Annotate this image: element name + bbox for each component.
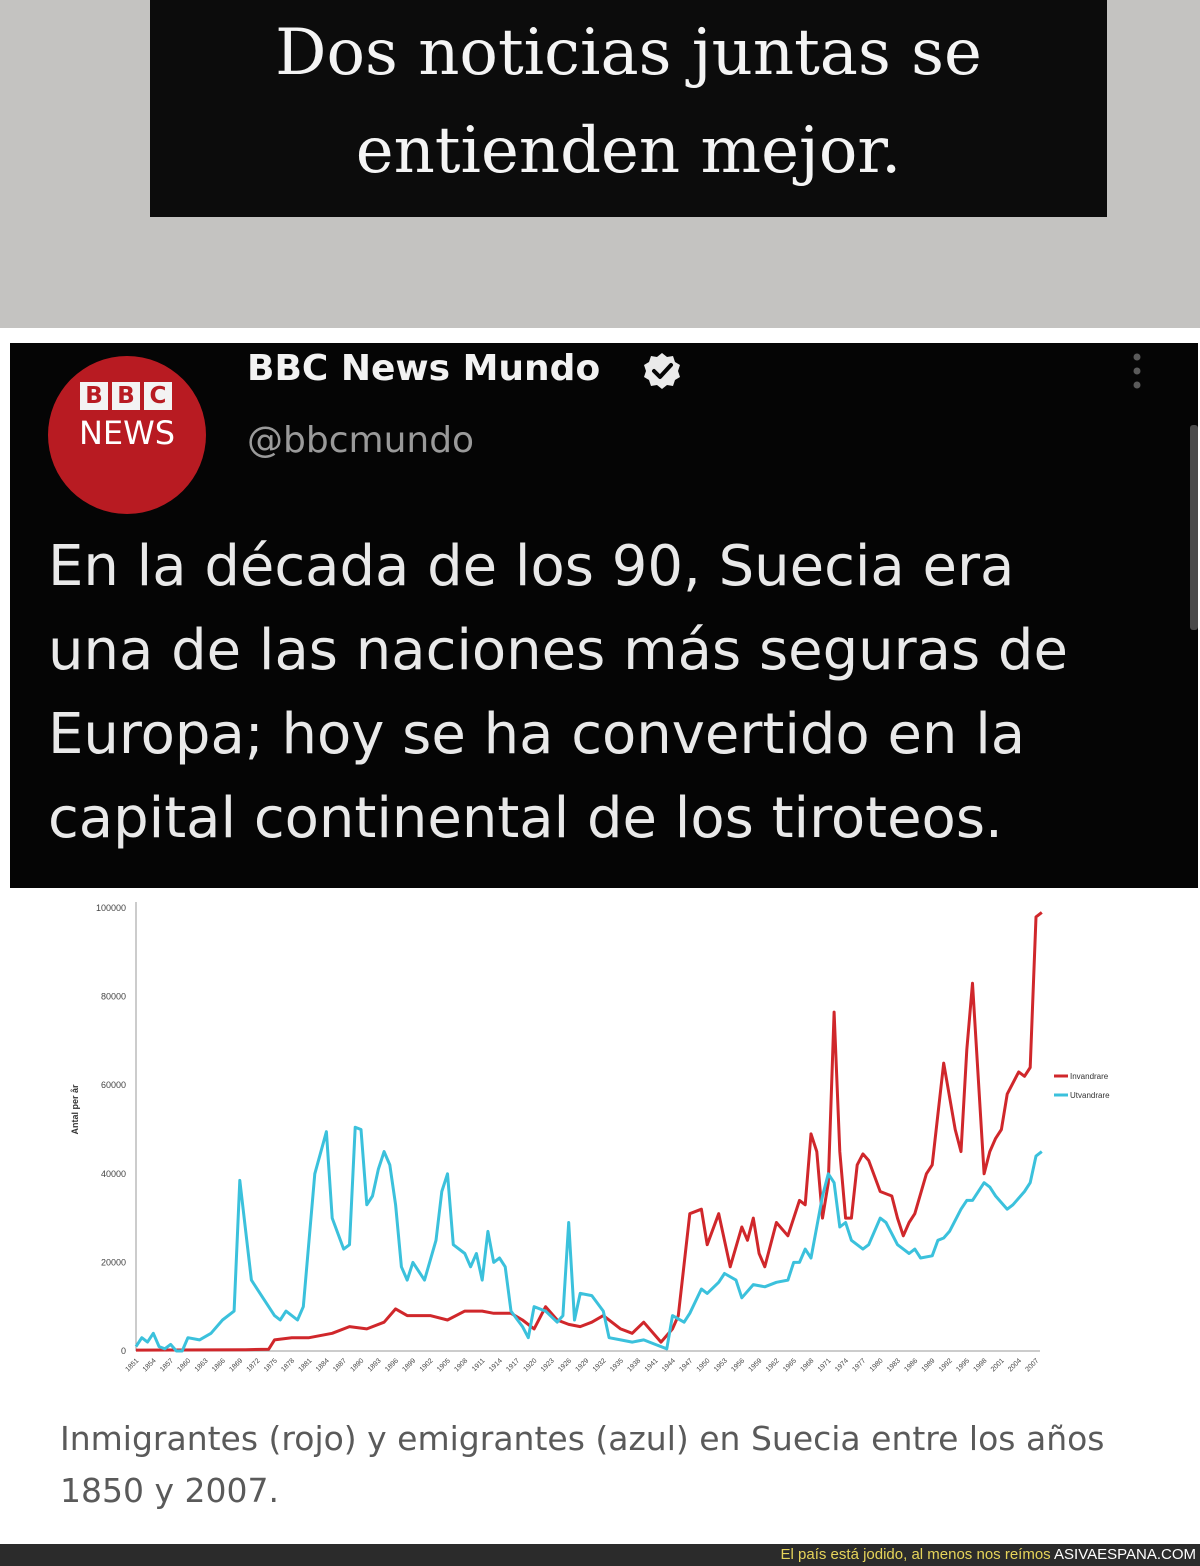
x-tick-label: 2001	[990, 1357, 1006, 1373]
tweet-text-line: En la década de los 90, Suecia era	[48, 534, 1015, 599]
bbc-logo-blocks: B B C	[80, 382, 172, 410]
x-tick-label: 2007	[1024, 1357, 1040, 1373]
header-band: Dos noticias juntas se entienden mejor.	[0, 0, 1200, 328]
x-tick-label: 1977	[851, 1357, 867, 1373]
avatar[interactable]: B B C NEWS	[48, 356, 206, 514]
x-tick-label: 1947	[678, 1357, 694, 1373]
y-tick-label: 40000	[101, 1169, 126, 1179]
x-tick-label: 1881	[298, 1357, 314, 1373]
bbc-block-c: C	[144, 382, 172, 410]
x-tick-label: 1860	[176, 1357, 192, 1373]
x-tick-label: 1905	[436, 1357, 452, 1373]
meme-caption-line-1: Dos noticias juntas se	[275, 16, 982, 90]
x-tick-label: 1917	[505, 1357, 521, 1373]
footer-bar: El país está jodido, al menos nos reímos…	[0, 1544, 1200, 1566]
legend-label-utvandrare: Utvandrare	[1070, 1091, 1110, 1100]
migration-chart: 0 20000 40000 60000 80000 100000 Antal per år 1…	[0, 888, 1200, 1398]
x-tick-label: 1914	[488, 1357, 504, 1373]
x-tick-label: 1890	[349, 1357, 365, 1373]
x-tick-label: 1923	[540, 1357, 556, 1373]
x-tick-label: 1920	[523, 1357, 539, 1373]
tweet-text-line: una de las naciones más seguras de	[48, 618, 1068, 683]
x-tick-label: 1992	[938, 1357, 954, 1373]
x-tick-label: 1983	[886, 1357, 902, 1373]
x-tick-label: 1935	[609, 1357, 625, 1373]
x-tick-label: 1857	[159, 1357, 175, 1373]
chart-svg: 0 20000 40000 60000 80000 100000 Antal per år 1…	[70, 902, 1110, 1373]
x-tick-label: 1938	[626, 1357, 642, 1373]
x-tick-label: 1950	[696, 1357, 712, 1373]
x-tick-label: 1872	[246, 1357, 262, 1373]
account-handle[interactable]: @bbcmundo	[247, 420, 475, 461]
more-vertical-icon[interactable]	[1127, 351, 1147, 391]
x-tick-label: 1944	[661, 1357, 677, 1373]
x-tick-label: 1986	[903, 1357, 919, 1373]
x-tick-label: 1899	[401, 1357, 417, 1373]
y-axis-label: Antal per år	[70, 1084, 80, 1135]
x-tick-label: 1998	[973, 1357, 989, 1373]
footer-site-link[interactable]: ASIVAESPANA.COM	[1054, 1546, 1196, 1563]
x-tick-label: 1932	[592, 1357, 608, 1373]
y-tick-label: 20000	[101, 1257, 126, 1267]
x-tick-label: 1974	[834, 1357, 850, 1373]
legend-label-invandrare: Invandrare	[1070, 1072, 1109, 1081]
x-tick-label: 1866	[211, 1357, 227, 1373]
avatar-news-text: NEWS	[78, 414, 176, 452]
x-tick-label: 1962	[765, 1357, 781, 1373]
tweet-card[interactable]: B B C NEWS BBC News Mundo @bbcmundo En l…	[10, 343, 1198, 888]
x-tick-label: 1869	[228, 1357, 244, 1373]
y-tick-label: 0	[121, 1346, 126, 1356]
verified-badge-icon	[644, 353, 680, 389]
x-tick-label: 1953	[713, 1357, 729, 1373]
x-tick-label: 1971	[817, 1357, 833, 1373]
tweet-text-line: Europa; hoy se ha convertido en la	[48, 702, 1026, 767]
y-tick-label: 80000	[101, 992, 126, 1002]
x-tick-label: 2004	[1007, 1357, 1023, 1373]
x-tick-label: 1995	[955, 1357, 971, 1373]
x-tick-label: 1926	[557, 1357, 573, 1373]
x-tick-label: 1884	[315, 1357, 331, 1373]
chart-caption: Inmigrantes (rojo) y emigrantes (azul) e…	[60, 1419, 1105, 1510]
x-tick-label: 1956	[730, 1357, 746, 1373]
x-tick-label: 1887	[332, 1357, 348, 1373]
x-tick-label: 1968	[799, 1357, 815, 1373]
x-tick-label: 1878	[280, 1357, 296, 1373]
bbc-block-b2: B	[112, 382, 140, 410]
tweet-text-line: capital continental de los tiroteos.	[48, 786, 1003, 851]
bbc-block-b1: B	[80, 382, 108, 410]
x-tick-label: 1896	[384, 1357, 400, 1373]
x-tick-label: 1851	[124, 1357, 140, 1373]
y-tick-label: 60000	[101, 1080, 126, 1090]
scrollbar[interactable]	[1190, 425, 1198, 630]
x-tick-label: 1911	[471, 1357, 487, 1373]
x-tick-label: 1965	[782, 1357, 798, 1373]
footer-tagline: El país está jodido, al menos nos reímos	[780, 1546, 1051, 1563]
x-tick-label: 1854	[142, 1357, 158, 1373]
account-name[interactable]: BBC News Mundo	[247, 348, 601, 389]
x-tick-label: 1893	[367, 1357, 383, 1373]
x-tick-label: 1959	[748, 1357, 764, 1373]
tweet-text: En la década de los 90, Suecia era una d…	[48, 525, 1168, 861]
x-tick-label: 1902	[419, 1357, 435, 1373]
x-tick-label: 1863	[194, 1357, 210, 1373]
y-tick-label: 100000	[96, 903, 126, 913]
x-tick-label: 1980	[869, 1357, 885, 1373]
x-tick-label: 1875	[263, 1357, 279, 1373]
series-line-invandrare	[135, 911, 1043, 1352]
meme-caption: Dos noticias juntas se entienden mejor.	[150, 0, 1107, 217]
x-tick-label: 1929	[574, 1357, 590, 1373]
x-tick-label: 1941	[644, 1357, 660, 1373]
x-tick-label: 1989	[921, 1357, 937, 1373]
series-line-utvandrare	[134, 1125, 1043, 1353]
meme-caption-line-2: entienden mejor.	[355, 114, 902, 188]
x-tick-label: 1908	[453, 1357, 469, 1373]
